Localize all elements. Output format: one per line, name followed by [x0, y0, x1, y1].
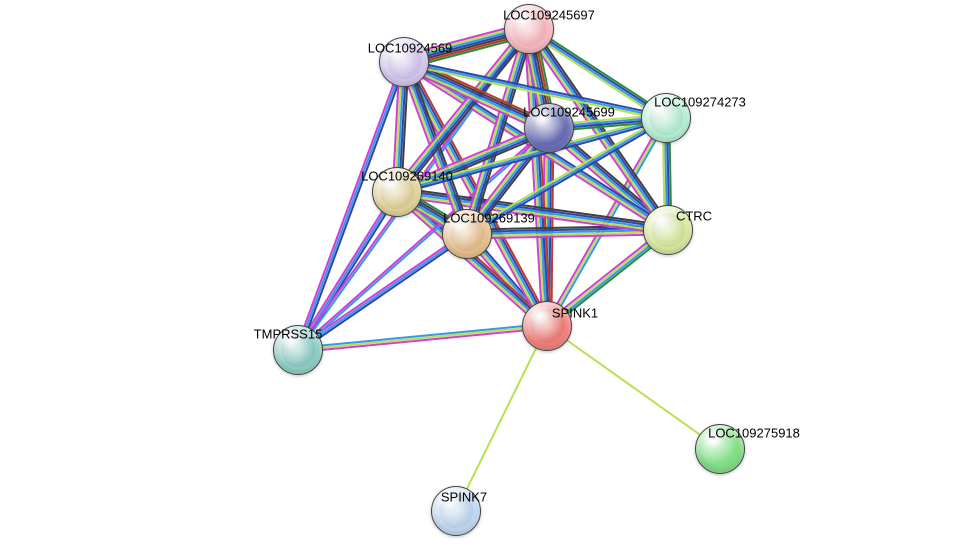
node-circle[interactable]: [522, 301, 572, 351]
node-LOC109245697[interactable]: [504, 4, 554, 54]
node-CTRC[interactable]: [643, 205, 693, 255]
node-SPINK1[interactable]: [522, 301, 572, 351]
node-TMPRSS15[interactable]: [273, 325, 323, 375]
node-SPINK7[interactable]: [431, 486, 481, 536]
structure-icon: [530, 309, 564, 343]
node-circle[interactable]: [379, 37, 429, 87]
node-LOC109274273[interactable]: [641, 93, 691, 143]
node-circle[interactable]: [431, 486, 481, 536]
structure-icon: [387, 45, 421, 79]
node-LOC109245699[interactable]: [524, 103, 574, 153]
structure-icon: [450, 217, 484, 251]
node-LOC109275918[interactable]: [695, 424, 745, 474]
network-nodes-layer: LOC109245697LOC10924569LOC109274273LOC10…: [0, 0, 975, 556]
structure-icon: [281, 333, 315, 367]
node-circle[interactable]: [641, 93, 691, 143]
structure-icon: [380, 175, 414, 209]
node-LOC109269140[interactable]: [372, 167, 422, 217]
structure-icon: [512, 12, 546, 46]
structure-icon: [649, 101, 683, 135]
structure-icon: [651, 213, 685, 247]
structure-icon: [439, 494, 473, 528]
structure-icon: [532, 111, 566, 145]
node-circle[interactable]: [442, 209, 492, 259]
node-circle[interactable]: [695, 424, 745, 474]
node-circle[interactable]: [524, 103, 574, 153]
node-circle[interactable]: [372, 167, 422, 217]
node-circle[interactable]: [643, 205, 693, 255]
node-circle[interactable]: [504, 4, 554, 54]
node-LOC10924569[interactable]: [379, 37, 429, 87]
node-circle[interactable]: [273, 325, 323, 375]
node-LOC109269139[interactable]: [442, 209, 492, 259]
